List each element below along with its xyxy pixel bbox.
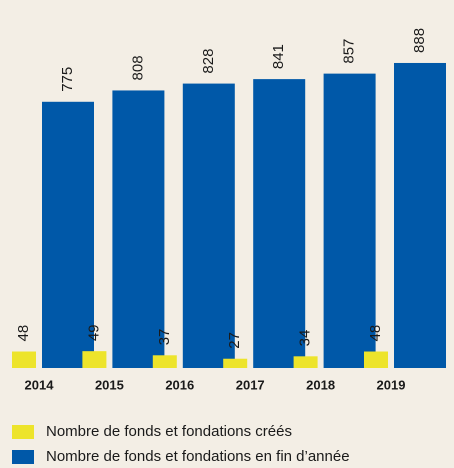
x-tick-label: 2019 <box>377 377 406 392</box>
bar <box>364 351 388 368</box>
value-label: 828 <box>200 49 217 74</box>
legend-swatch <box>12 450 34 464</box>
bar <box>12 351 36 368</box>
bar <box>253 79 306 368</box>
bar <box>112 90 165 369</box>
value-label: 48 <box>15 325 32 342</box>
value-label: 841 <box>270 44 287 69</box>
x-tick-label: 2016 <box>165 377 194 392</box>
value-label: 808 <box>129 55 146 80</box>
x-tick-label: 2014 <box>25 377 55 392</box>
bar <box>42 101 94 368</box>
bar <box>394 62 446 369</box>
value-label: 888 <box>411 28 428 53</box>
bar <box>152 355 177 368</box>
value-label: 37 <box>156 329 173 346</box>
x-tick-label: 2017 <box>236 377 265 392</box>
value-label: 48 <box>367 325 384 342</box>
x-tick-label: 2018 <box>306 377 335 392</box>
value-label: 34 <box>297 330 314 347</box>
bar <box>182 83 235 368</box>
legend-label: Nombre de fonds et fondations en fin d’a… <box>46 448 350 465</box>
bar <box>293 356 318 368</box>
legend-swatch <box>12 425 34 439</box>
value-label: 27 <box>226 332 243 349</box>
x-tick-label: 2015 <box>95 377 124 392</box>
bar <box>323 73 376 369</box>
value-label: 49 <box>85 324 102 341</box>
bar <box>82 351 107 368</box>
bar <box>223 358 248 368</box>
legend-label: Nombre de fonds et fondations créés <box>46 423 292 440</box>
value-label: 857 <box>341 39 358 64</box>
value-label: 775 <box>59 67 76 92</box>
